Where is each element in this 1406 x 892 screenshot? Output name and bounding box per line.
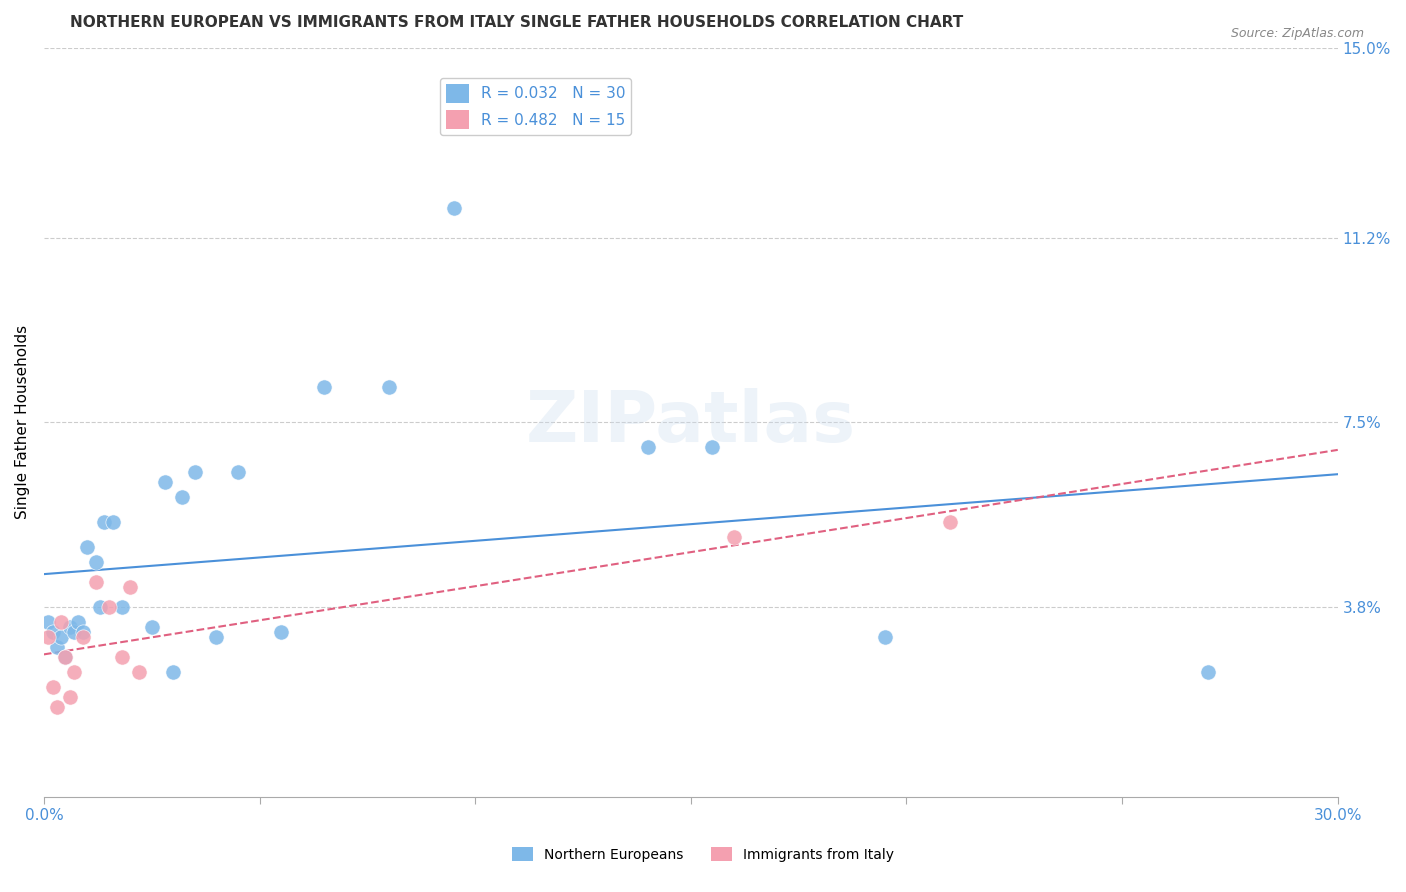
Point — [120, 580, 142, 594]
Point — [270, 624, 292, 639]
Point — [378, 380, 401, 394]
Point — [72, 624, 94, 639]
Point — [49, 615, 72, 629]
Point — [637, 440, 659, 454]
Point — [101, 515, 124, 529]
Point — [110, 649, 132, 664]
Legend: R = 0.032   N = 30, R = 0.482   N = 15: R = 0.032 N = 30, R = 0.482 N = 15 — [440, 78, 631, 135]
Point — [184, 465, 207, 479]
Point — [84, 574, 107, 589]
Point — [59, 690, 82, 704]
Point — [67, 615, 90, 629]
Point — [938, 515, 960, 529]
Point — [141, 620, 163, 634]
Point — [443, 201, 465, 215]
Point — [37, 630, 59, 644]
Point — [84, 555, 107, 569]
Point — [63, 624, 86, 639]
Point — [72, 630, 94, 644]
Point — [41, 624, 63, 639]
Point — [55, 649, 77, 664]
Point — [128, 665, 150, 679]
Point — [170, 490, 193, 504]
Point — [162, 665, 184, 679]
Legend: Northern Europeans, Immigrants from Italy: Northern Europeans, Immigrants from Ital… — [506, 841, 900, 867]
Point — [226, 465, 249, 479]
Point — [205, 630, 228, 644]
Point — [1197, 665, 1219, 679]
Point — [41, 680, 63, 694]
Point — [314, 380, 336, 394]
Point — [702, 440, 724, 454]
Point — [45, 699, 67, 714]
Point — [89, 599, 111, 614]
Point — [49, 630, 72, 644]
Point — [97, 599, 120, 614]
Point — [153, 475, 176, 490]
Point — [723, 530, 745, 544]
Point — [55, 649, 77, 664]
Text: NORTHERN EUROPEAN VS IMMIGRANTS FROM ITALY SINGLE FATHER HOUSEHOLDS CORRELATION : NORTHERN EUROPEAN VS IMMIGRANTS FROM ITA… — [70, 15, 963, 30]
Point — [93, 515, 115, 529]
Point — [59, 620, 82, 634]
Point — [63, 665, 86, 679]
Point — [873, 630, 896, 644]
Point — [37, 615, 59, 629]
Point — [76, 540, 98, 554]
Y-axis label: Single Father Households: Single Father Households — [15, 326, 30, 519]
Point — [110, 599, 132, 614]
Text: Source: ZipAtlas.com: Source: ZipAtlas.com — [1230, 27, 1364, 40]
Text: ZIPatlas: ZIPatlas — [526, 388, 856, 457]
Point — [45, 640, 67, 654]
